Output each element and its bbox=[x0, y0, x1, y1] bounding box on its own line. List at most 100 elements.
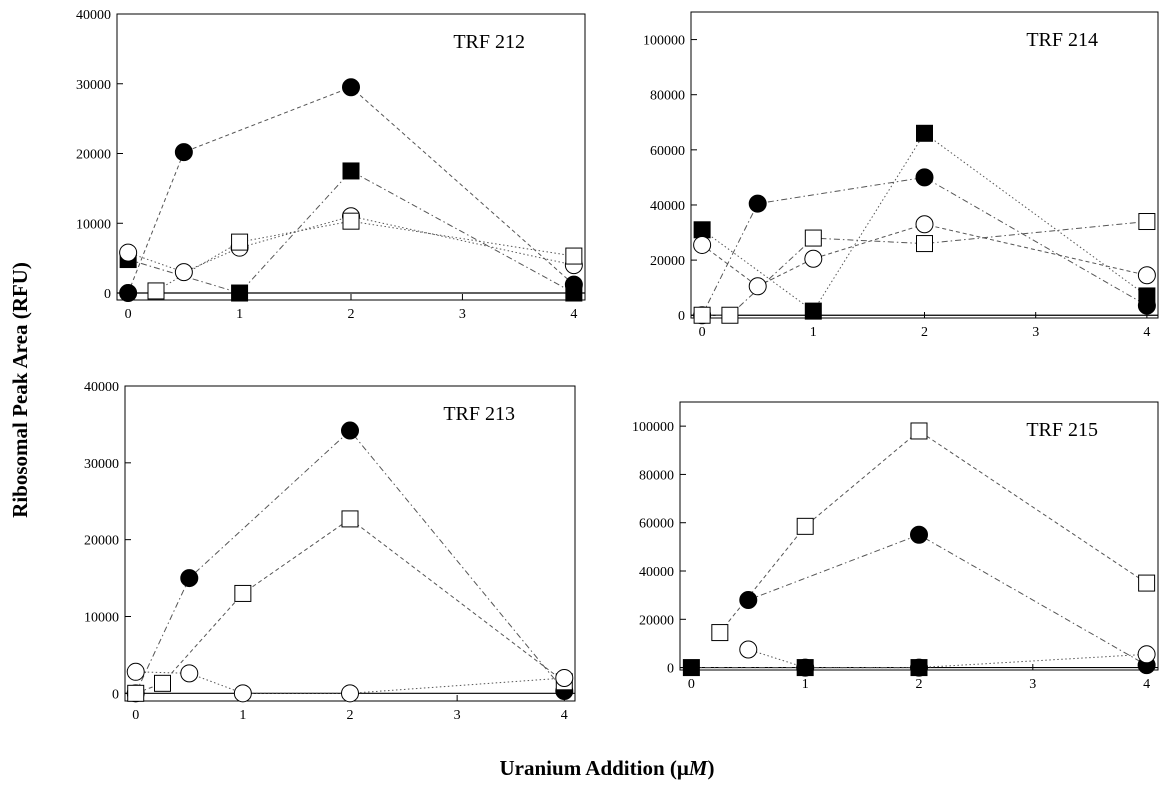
data-point-open-square bbox=[1138, 574, 1156, 592]
series-line bbox=[701, 223, 1148, 287]
data-point-open-circle bbox=[174, 263, 193, 282]
data-point-filled-square bbox=[342, 162, 360, 180]
data-point-filled-square bbox=[682, 659, 700, 677]
data-point-filled-circle bbox=[748, 194, 767, 213]
data-point-open-square bbox=[910, 422, 928, 440]
data-point-open-circle bbox=[119, 243, 138, 262]
x-tick-label: 1 bbox=[810, 325, 817, 340]
x-tick-label: 4 bbox=[1143, 677, 1150, 692]
y-tick-label: 10000 bbox=[76, 217, 111, 232]
panel-trf-215: 0 20000 40000 60000 80000 100000 0 1 2 3 4 TRF 215 bbox=[632, 401, 1159, 692]
series-line bbox=[127, 170, 575, 294]
data-point-open-circle bbox=[804, 249, 823, 268]
x-axis-label-italic: M bbox=[688, 756, 709, 780]
x-tick-label: 4 bbox=[1143, 325, 1150, 340]
y-tick-label: 40000 bbox=[639, 565, 674, 580]
y-tick-label: 80000 bbox=[650, 89, 685, 104]
y-tick-label: 0 bbox=[104, 287, 111, 302]
data-point-filled-square bbox=[916, 124, 933, 142]
x-tick-label: 4 bbox=[561, 708, 568, 723]
series-line bbox=[748, 649, 1147, 669]
data-point-filled-square bbox=[910, 659, 928, 677]
y-tick-label: 100000 bbox=[632, 420, 674, 435]
series-line bbox=[135, 429, 565, 694]
data-point-open-square bbox=[1138, 213, 1156, 231]
x-tick-label: 3 bbox=[454, 708, 461, 723]
x-tick-label: 3 bbox=[1032, 325, 1039, 340]
panel-title: TRF 215 bbox=[1026, 419, 1098, 441]
series-line bbox=[702, 221, 1147, 316]
data-point-open-circle bbox=[693, 235, 712, 254]
x-tick-label: 3 bbox=[459, 307, 466, 322]
y-tick-label: 40000 bbox=[84, 380, 119, 395]
x-axis-label-text: Uranium Addition (μM) bbox=[500, 756, 715, 780]
data-point-open-circle bbox=[126, 662, 145, 681]
y-tick-label: 0 bbox=[667, 662, 674, 677]
x-tick-label: 0 bbox=[125, 307, 132, 322]
y-tick-label: 100000 bbox=[643, 34, 685, 49]
data-point-open-square bbox=[796, 517, 814, 535]
y-tick-label: 10000 bbox=[84, 610, 119, 625]
panel-title: TRF 214 bbox=[1026, 29, 1098, 51]
data-point-open-square bbox=[231, 233, 249, 251]
x-tick-label: 2 bbox=[921, 325, 928, 340]
data-point-open-square bbox=[711, 624, 729, 642]
data-point-filled-square bbox=[796, 659, 814, 677]
data-point-filled-circle bbox=[341, 421, 359, 440]
panel-trf-214: 0 20000 40000 60000 80000 100000 0 1 2 3 4 TRF 214 bbox=[643, 11, 1159, 340]
x-tick-label: 2 bbox=[348, 307, 355, 322]
data-point-open-circle bbox=[341, 684, 359, 703]
data-point-open-circle bbox=[748, 277, 767, 296]
x-tick-label: 3 bbox=[1029, 677, 1036, 692]
y-tick-label: 40000 bbox=[650, 199, 685, 214]
panel-title: TRF 213 bbox=[443, 403, 515, 425]
x-tick-label: 4 bbox=[570, 307, 577, 322]
data-point-filled-circle bbox=[342, 78, 360, 97]
y-tick-label: 80000 bbox=[639, 468, 674, 483]
x-tick-label: 1 bbox=[802, 677, 809, 692]
series-line bbox=[127, 86, 575, 294]
data-point-open-circle bbox=[1137, 645, 1156, 664]
data-point-open-square bbox=[147, 282, 165, 300]
series-line bbox=[135, 518, 565, 694]
y-tick-label: 40000 bbox=[76, 8, 111, 23]
data-point-filled-circle bbox=[174, 143, 193, 162]
data-point-open-square bbox=[234, 584, 252, 602]
x-tick-label: 0 bbox=[688, 677, 695, 692]
y-tick-label: 20000 bbox=[84, 534, 119, 549]
x-tick-label: 2 bbox=[916, 677, 923, 692]
panel-trf-213: 0 10000 20000 30000 40000 0 1 2 3 4 TRF 213 bbox=[84, 380, 576, 723]
data-point-filled-square bbox=[565, 284, 583, 302]
series-line bbox=[701, 176, 1148, 316]
y-tick-label: 30000 bbox=[84, 457, 119, 472]
y-axis-label: Ribosomal Peak Area (RFU) bbox=[8, 262, 32, 518]
x-tick-label: 0 bbox=[132, 708, 139, 723]
data-point-open-circle bbox=[915, 215, 934, 234]
data-point-filled-circle bbox=[119, 284, 138, 303]
data-point-open-circle bbox=[180, 664, 199, 683]
data-point-open-square bbox=[154, 674, 171, 692]
y-tick-label: 60000 bbox=[650, 144, 685, 159]
data-point-open-square bbox=[916, 235, 933, 253]
panel-title: TRF 212 bbox=[453, 31, 525, 53]
data-point-filled-square bbox=[231, 284, 249, 302]
y-tick-label: 20000 bbox=[650, 254, 685, 269]
data-point-open-square bbox=[341, 510, 359, 528]
data-point-open-square bbox=[565, 247, 583, 265]
y-tick-label: 20000 bbox=[639, 613, 674, 628]
y-tick-label: 0 bbox=[678, 309, 685, 324]
series-line bbox=[701, 132, 1148, 312]
x-tick-label: 1 bbox=[236, 307, 243, 322]
y-tick-label: 20000 bbox=[76, 148, 111, 163]
x-axis-label-close: ) bbox=[707, 756, 714, 780]
data-point-filled-circle bbox=[180, 569, 199, 588]
y-axis-label-text: Ribosomal Peak Area (RFU) bbox=[8, 262, 32, 518]
data-point-open-square bbox=[693, 306, 711, 324]
series-line bbox=[155, 220, 574, 292]
data-point-open-circle bbox=[1137, 266, 1156, 285]
data-point-open-square bbox=[342, 212, 360, 230]
data-point-filled-square bbox=[693, 221, 711, 239]
x-tick-label: 2 bbox=[347, 708, 354, 723]
y-tick-label: 60000 bbox=[639, 517, 674, 532]
